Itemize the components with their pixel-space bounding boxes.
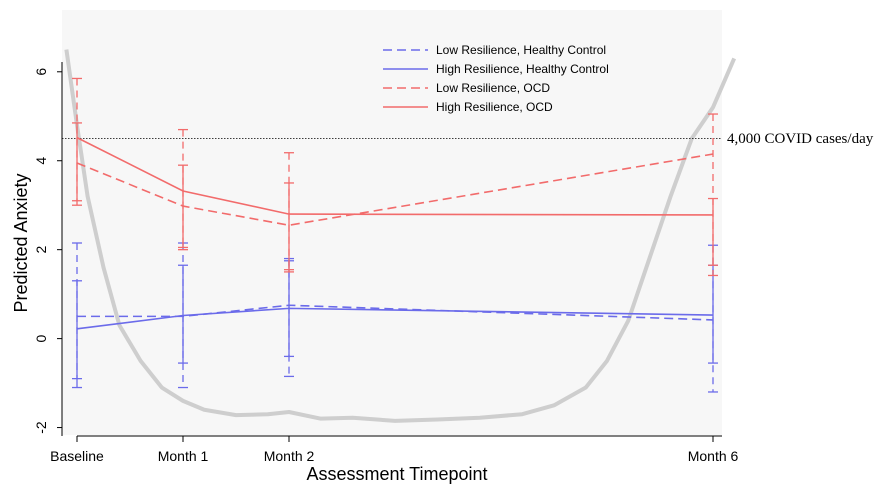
axes: -2 0 2 4 6 Baseline Month 1 Month 2 Month 6 xyxy=(33,62,739,464)
plot-background xyxy=(62,10,722,435)
x-tick-label: Baseline xyxy=(50,448,104,464)
y-axis-title: Predicted Anxiety xyxy=(11,173,31,312)
legend-label: Low Resilience, OCD xyxy=(436,81,550,95)
legend: Low Resilience, Healthy Control High Resi… xyxy=(383,43,609,114)
legend-label: High Resilience, Healthy Control xyxy=(436,62,609,76)
legend-label: High Resilience, OCD xyxy=(436,100,553,114)
series-line xyxy=(77,304,714,321)
covid-cases-curve xyxy=(64,49,737,423)
y-tick-label: -2 xyxy=(33,421,49,434)
x-tick-label: Month 6 xyxy=(688,448,739,464)
y-tick-label: 2 xyxy=(33,246,49,254)
y-tick-label: 6 xyxy=(33,68,49,76)
series-line xyxy=(76,136,714,216)
series-layer xyxy=(72,77,718,393)
reference-line-label: 4,000 COVID cases/day xyxy=(727,131,874,147)
series-4 xyxy=(72,122,718,273)
y-tick-label: 0 xyxy=(33,335,49,343)
x-tick-label: Month 2 xyxy=(264,448,315,464)
series-line xyxy=(76,307,714,330)
legend-label: Low Resilience, Healthy Control xyxy=(436,43,606,57)
series-line xyxy=(76,153,714,227)
x-axis-title: Assessment Timepoint xyxy=(306,464,487,484)
y-tick-label: 4 xyxy=(33,157,49,165)
x-tick-label: Month 1 xyxy=(158,448,209,464)
covid-case-curve-layer xyxy=(62,10,737,435)
